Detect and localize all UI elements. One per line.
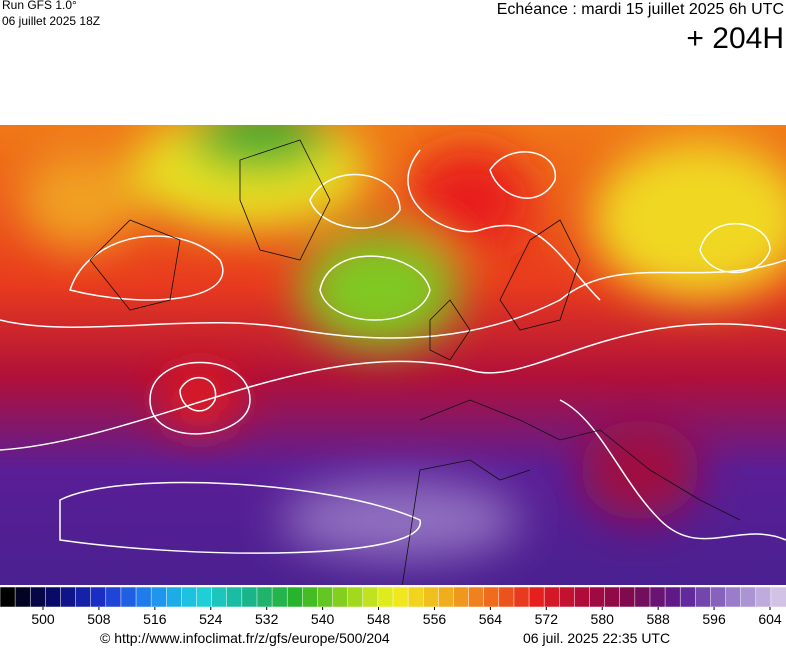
colorbar-tick-label: 556 <box>423 611 447 627</box>
colorbar-tick-label: 532 <box>255 611 279 627</box>
colorbar-swatch <box>710 586 727 608</box>
colorbar-swatch <box>75 586 92 608</box>
colorbar-tick-label: 516 <box>143 611 167 627</box>
colorbar-swatch <box>679 586 697 608</box>
colorbar-swatch <box>286 586 304 608</box>
colorbar-swatch <box>256 586 273 608</box>
colorbar-swatch <box>317 586 334 608</box>
colorbar-swatch <box>271 586 288 608</box>
colorbar-swatch <box>105 586 122 608</box>
colorbar-swatch <box>695 586 712 608</box>
colorbar-swatch <box>90 586 107 608</box>
colorbar-tick-label: 500 <box>31 611 55 627</box>
colorbar-swatch <box>468 586 485 608</box>
colorbar-swatch <box>422 586 440 608</box>
colorbar-tick-label: 508 <box>87 611 111 627</box>
colorbar-tick-label: 596 <box>702 611 726 627</box>
colorbar-swatch <box>332 586 349 608</box>
colorbar-swatch <box>362 586 379 608</box>
colorbar-swatch <box>196 586 213 608</box>
colorbar-swatch <box>135 586 152 608</box>
colorbar-swatch <box>407 586 424 608</box>
colorbar-tick-label: 604 <box>758 611 782 627</box>
colorbar-tick-label: 524 <box>199 611 223 627</box>
colorbar-swatch <box>543 586 561 608</box>
colorbar-swatch <box>347 586 364 608</box>
colorbar-swatch <box>528 586 545 608</box>
colorbar-swatch <box>453 586 470 608</box>
colorbar-swatch <box>589 586 606 608</box>
colorbar: 500 508 516 524 532 540 548 556 564 572 580 588 596 6… <box>0 586 786 627</box>
colorbar-swatch <box>120 586 137 608</box>
colorbar-swatch <box>392 586 409 608</box>
footer-stamp: 06 juil. 2025 22:35 UTC <box>523 630 670 646</box>
colorbar-swatch <box>574 586 591 608</box>
field <box>0 125 786 585</box>
colorbar-swatch <box>498 586 515 608</box>
colorbar-swatch <box>29 586 47 608</box>
colorbar-swatch <box>513 586 530 608</box>
colorbar-swatch <box>60 586 77 608</box>
run-date: 06 juillet 2025 18Z <box>2 14 100 28</box>
colorbar-swatch <box>619 586 636 608</box>
colorbar-tick-label: 540 <box>311 611 335 627</box>
colorbar-swatch <box>0 586 16 608</box>
colorbar-swatch <box>14 586 31 608</box>
colorbar-swatch <box>483 586 500 608</box>
colorbar-swatch <box>150 586 168 608</box>
colorbar-tick-label: 588 <box>646 611 670 627</box>
colorbar-swatch <box>559 586 576 608</box>
echeance: Echéance : mardi 15 juillet 2025 6h UTC <box>497 1 784 18</box>
footer-url: © http://www.infoclimat.fr/z/gfs/europe/… <box>100 630 390 646</box>
colorbar-tick-label: 564 <box>479 611 503 627</box>
colorbar-swatch <box>45 586 62 608</box>
colorbar-swatch <box>634 586 651 608</box>
colorbar-swatch <box>725 586 742 608</box>
run: Run GFS 1.0° <box>2 0 77 12</box>
colorbar-swatch <box>664 586 681 608</box>
colorbar-swatch <box>181 586 198 608</box>
colorbar-swatch <box>740 586 757 608</box>
colorbar-swatch <box>166 586 183 608</box>
colorbar-swatch <box>649 586 666 608</box>
colorbar-swatch <box>211 586 228 608</box>
colorbar-swatch <box>438 586 455 608</box>
colorbar-tick-label: 572 <box>535 611 559 627</box>
colorbar-swatch <box>604 586 621 608</box>
colorbar-swatch <box>770 586 786 608</box>
colorbar-tick-label: 548 <box>367 611 391 627</box>
colorbar-swatch <box>302 586 319 608</box>
colorbar-tick-label: 580 <box>591 611 615 627</box>
lead-time: + 204H <box>686 22 784 55</box>
colorbar-swatch <box>241 586 258 608</box>
colorbar-swatch <box>755 586 772 608</box>
colorbar-swatch <box>377 586 394 608</box>
colorbar-swatch <box>226 586 243 608</box>
